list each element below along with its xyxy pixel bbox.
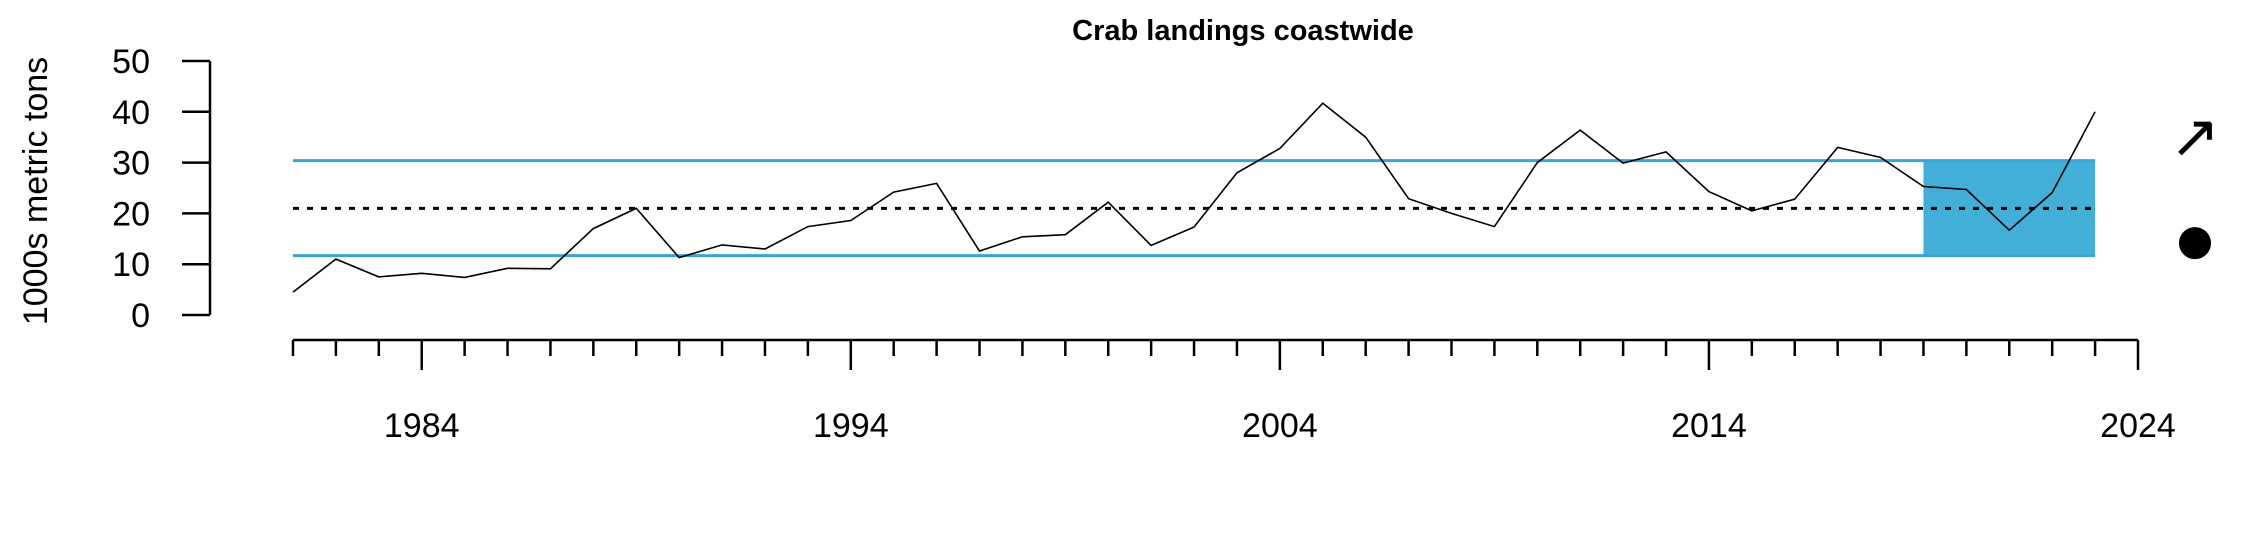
x-tick-label: 2024	[2100, 407, 2176, 445]
y-tick-label: 30	[112, 145, 150, 183]
series-line	[292, 102, 2096, 293]
up-arrow-icon: ↗	[2170, 102, 2220, 172]
x-tick-label: 2004	[1242, 407, 1318, 445]
recent-window-shade	[1923, 160, 2096, 256]
y-axis-label: 1000s metric tons	[17, 57, 55, 325]
y-tick-label: 10	[112, 246, 150, 284]
x-axis: 1984 1994 2004 2014 2024	[291, 338, 2176, 445]
y-tick-label: 50	[112, 43, 150, 81]
y-axis: 0 10 20 30 40 50	[112, 43, 212, 335]
recent-window-shade-layer	[1923, 160, 2096, 256]
x-tick-label: 2014	[1671, 407, 1747, 445]
series-layer	[292, 102, 2096, 293]
chart-title: Crab landings coastwide	[1072, 15, 1414, 47]
x-tick-label: 1984	[384, 407, 460, 445]
x-tick-label: 1994	[813, 407, 889, 445]
filled-circle-icon: ●	[2177, 215, 2214, 264]
reference-lines-layer	[293, 159, 2096, 258]
y-tick-label: 40	[112, 94, 150, 132]
y-tick-label: 0	[131, 297, 150, 335]
y-tick-label: 20	[112, 195, 150, 233]
indicators: ↗ ●	[2170, 102, 2220, 264]
